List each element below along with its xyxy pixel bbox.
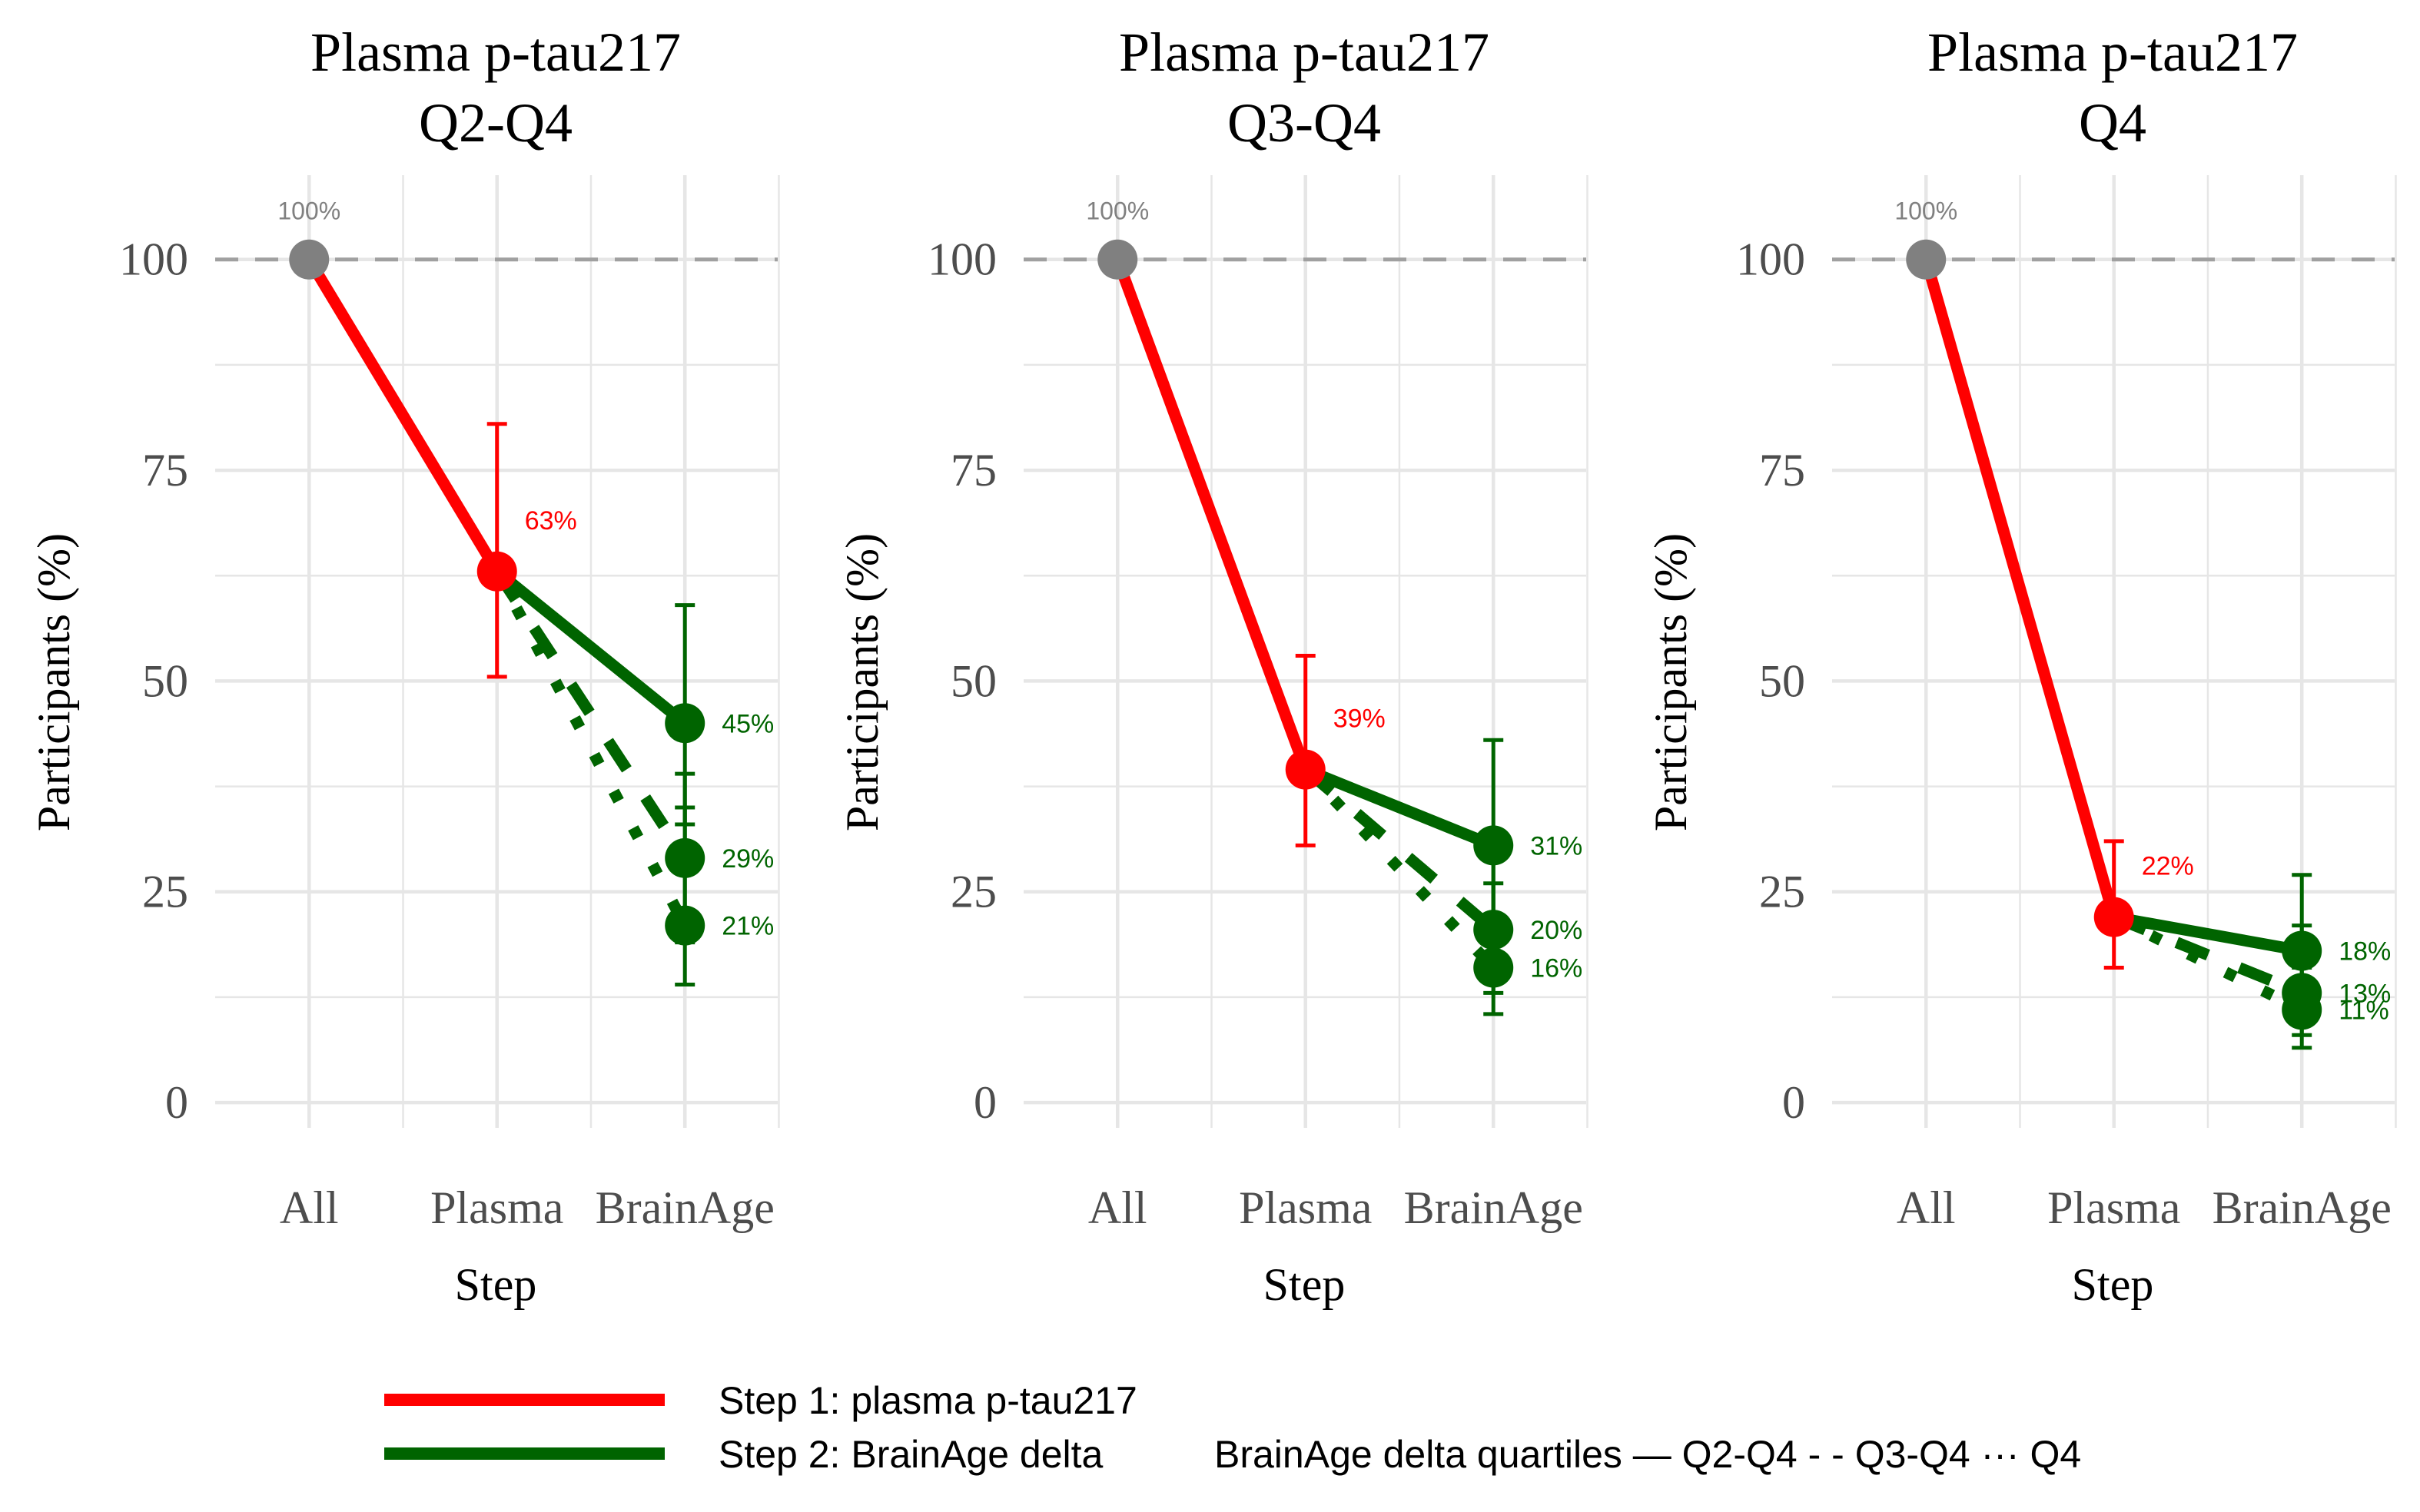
- brainage-data-label-q2-q4: 31%: [1530, 831, 1582, 860]
- y-tick-label: 100: [1736, 234, 1805, 285]
- brainage-point-q3-q4: [665, 837, 705, 878]
- legend-step2-label: Step 2: BrainAge delta: [719, 1433, 1104, 1476]
- panel-title-line2: Q4: [2079, 92, 2146, 154]
- x-tick-label: All: [280, 1182, 339, 1233]
- step2-line-q4: [1301, 765, 1498, 972]
- x-tick-label: Plasma: [430, 1182, 563, 1233]
- panels: Plasma p-tau217 Q2-Q4 0 25 50 75 100 All Plasma B…: [28, 22, 2397, 1310]
- all-data-label: 100%: [1086, 197, 1149, 225]
- step2-line-q2-q4: [493, 566, 689, 728]
- step2-line-q2-q4: [2113, 911, 2303, 957]
- step2-line-q3-q4: [1301, 764, 1498, 934]
- x-tick-label: All: [1897, 1182, 1956, 1233]
- legend-quartiles-text: BrainAge delta quartiles — Q2-Q4 - - Q3-…: [1214, 1433, 2081, 1476]
- brainage-point-q2-q4: [665, 703, 705, 744]
- brainage-point-q2-q4: [2282, 930, 2322, 971]
- y-tick-label: 100: [928, 234, 997, 285]
- y-tick-label: 0: [1782, 1077, 1805, 1128]
- y-tick-label: 25: [1759, 867, 1805, 917]
- x-axis-title: Step: [2072, 1259, 2154, 1310]
- x-tick-label: Plasma: [2047, 1182, 2180, 1233]
- x-tick-label: Plasma: [1239, 1182, 1372, 1233]
- plasma-data-label: 22%: [2142, 852, 2194, 881]
- plasma-error-bar: [486, 422, 507, 679]
- plasma-data-label: 39%: [1333, 705, 1386, 734]
- brainage-data-label-q4: 21%: [722, 912, 774, 941]
- panel-2: Plasma p-tau217 Q3-Q4 0 25 50 75 100 All Plasma B…: [837, 22, 1588, 1310]
- y-axis-title: Participants (%): [28, 533, 79, 831]
- plasma-point: [2093, 897, 2134, 937]
- plasma-point: [476, 551, 517, 592]
- brainage-point-q4: [665, 905, 705, 946]
- brainage-point-q2-q4: [1473, 825, 1514, 866]
- x-tick-label: All: [1088, 1182, 1147, 1233]
- y-tick-label: 25: [142, 867, 188, 917]
- panel-title-line1: Plasma p-tau217: [310, 22, 681, 83]
- y-tick-label: 75: [1759, 445, 1805, 496]
- brainage-point-q4: [1473, 947, 1514, 988]
- all-point: [289, 239, 330, 280]
- x-axis-title: Step: [455, 1259, 537, 1310]
- panel-3: Plasma p-tau217 Q4 0 25 50 75 100 All Plasma Brai…: [1645, 22, 2397, 1310]
- step2-line-q3-q4: [2111, 911, 2305, 999]
- brainage-data-label-q3-q4: 29%: [722, 844, 774, 874]
- legend-step1-label: Step 1: plasma p-tau217: [719, 1379, 1137, 1422]
- y-tick-label: 25: [951, 867, 997, 917]
- panel-title-line2: Q3-Q4: [1227, 92, 1381, 154]
- x-tick-label: BrainAge: [596, 1182, 775, 1233]
- panel-title-line2: Q2-Q4: [419, 92, 573, 154]
- y-tick-label: 50: [142, 655, 188, 706]
- panel-title-line1: Plasma p-tau217: [1927, 22, 2298, 83]
- y-axis-title: Participants (%): [1645, 533, 1696, 831]
- plasma-point: [1285, 749, 1326, 790]
- y-tick-label: 50: [951, 655, 997, 706]
- panel-title-line1: Plasma p-tau217: [1119, 22, 1489, 83]
- brainage-data-label-q2-q4: 18%: [2339, 937, 2391, 967]
- all-data-label: 100%: [277, 197, 340, 225]
- y-tick-label: 75: [142, 445, 188, 496]
- y-tick-label: 0: [165, 1077, 188, 1128]
- brainage-data-label-q3-q4: 13%: [2339, 979, 2391, 1008]
- panel-1: Plasma p-tau217 Q2-Q4 0 25 50 75 100 All Plasma B…: [28, 22, 780, 1310]
- plasma-data-label: 63%: [525, 506, 577, 536]
- brainage-point-q4: [2282, 990, 2322, 1030]
- all-data-label: 100%: [1894, 197, 1957, 225]
- brainage-point-q3-q4: [1473, 910, 1514, 950]
- y-tick-label: 75: [951, 445, 997, 496]
- step1-line: [304, 256, 503, 575]
- step2-line-q2-q4: [1303, 764, 1496, 851]
- step2-line-q3-q4: [492, 568, 690, 861]
- all-point: [1906, 239, 1947, 280]
- legend: Step 1: plasma p-tau217 Step 2: BrainAge…: [384, 1379, 2081, 1476]
- y-tick-label: 100: [119, 234, 188, 285]
- x-tick-label: BrainAge: [2213, 1182, 2392, 1233]
- x-tick-label: BrainAge: [1404, 1182, 1583, 1233]
- x-axis-title: Step: [1263, 1259, 1346, 1310]
- brainage-data-label-q4: 16%: [1530, 954, 1582, 983]
- y-tick-label: 0: [974, 1077, 997, 1128]
- step1-line: [1112, 257, 1311, 772]
- brainage-error-bar-q4: [675, 805, 695, 986]
- brainage-data-label-q4: 11%: [2339, 996, 2389, 1025]
- brainage-data-label-q3-q4: 20%: [1530, 916, 1582, 945]
- step2-line-q4: [492, 569, 690, 929]
- y-axis-title: Participants (%): [837, 533, 888, 831]
- y-tick-label: 50: [1759, 655, 1805, 706]
- all-point: [1097, 239, 1138, 280]
- brainage-data-label-q2-q4: 45%: [722, 709, 774, 738]
- step2-line-q4: [2111, 911, 2305, 1016]
- step1-line: [1920, 257, 2120, 919]
